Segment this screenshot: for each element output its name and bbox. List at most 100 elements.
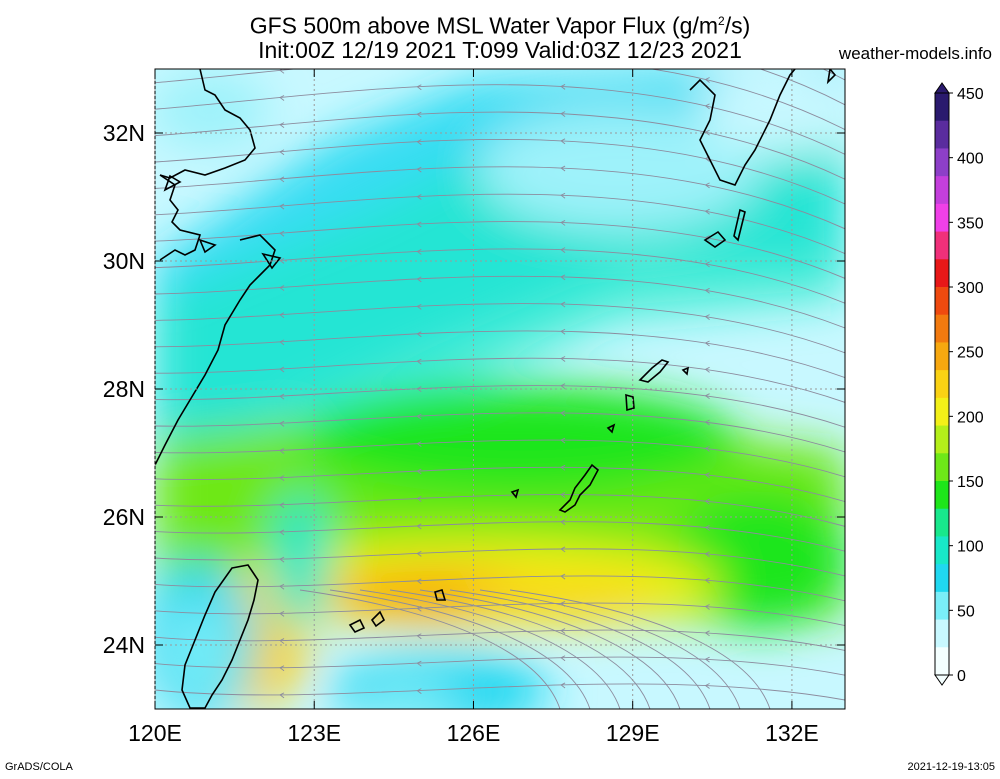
streamline-arrow — [560, 328, 566, 335]
streamline-arrow — [416, 441, 422, 447]
colorbar-swatch — [935, 148, 949, 177]
streamline-arrow — [416, 660, 422, 667]
streamline-arrow — [416, 194, 422, 200]
y-tick-label: 28N — [103, 376, 145, 402]
streamline-arrow — [416, 413, 422, 420]
streamline-arrow — [560, 437, 566, 444]
streamline-arrow — [560, 84, 566, 90]
x-axis: 120E 123E 126E 129E 132E — [128, 69, 819, 746]
streamline-arrow — [416, 468, 422, 475]
streamline-arrow — [416, 386, 422, 393]
y-tick-label: 30N — [103, 248, 145, 274]
streamline-arrow — [279, 583, 285, 590]
streamline-arrow — [560, 519, 566, 526]
streamline-arrow — [416, 578, 422, 585]
streamline-arrow — [417, 57, 421, 62]
streamline-arrow — [416, 221, 422, 228]
streamline-arrow — [560, 138, 566, 145]
x-tick-label: 120E — [128, 720, 182, 746]
streamline-arrow — [416, 84, 422, 91]
streamline-arrow — [416, 303, 422, 310]
colorbar-swatch — [935, 259, 949, 288]
streamline-arrow — [704, 445, 710, 452]
colorbar-swatch — [935, 342, 949, 371]
streamline-arrow — [279, 502, 285, 509]
streamline-arrow — [704, 604, 710, 610]
streamline — [155, 111, 845, 180]
streamline-arrow — [704, 129, 710, 136]
y-axis: 24N 26N 28N 30N 32N — [103, 120, 845, 658]
streamline-arrow — [704, 577, 710, 584]
streamline-arrow — [704, 314, 710, 320]
streamline — [155, 330, 845, 379]
streamline-arrow — [560, 356, 566, 362]
streamline-arrow — [279, 230, 285, 237]
streamline-arrow — [279, 203, 285, 210]
colorbar-tick-label: 100 — [957, 539, 984, 556]
streamline-arrow — [416, 688, 422, 694]
streamline — [155, 656, 845, 676]
colorbar-swatch — [935, 425, 949, 454]
streamline — [155, 629, 845, 651]
streamline — [389, 589, 651, 709]
streamline — [155, 275, 845, 329]
streamline-arrow — [279, 420, 285, 427]
streamline — [155, 494, 845, 527]
colorbar-tick-label: 50 — [957, 603, 975, 620]
colorbar-tick-label: 250 — [957, 345, 984, 362]
streamline — [155, 683, 845, 701]
colorbar-swatch — [935, 93, 949, 122]
streamline — [329, 589, 591, 709]
streamline-arrow — [416, 633, 422, 640]
colorbar-swatch — [935, 176, 949, 205]
streamline-arrow — [560, 247, 566, 254]
streamline-arrow — [279, 638, 285, 644]
x-tick-label: 129E — [606, 720, 660, 746]
colorbar-tick-label: 400 — [957, 151, 984, 168]
streamline — [155, 385, 845, 428]
streamline-arrow — [704, 472, 710, 479]
streamline-arrow — [279, 665, 285, 672]
colorbar: 450 400 350 300 250 200 150 100 50 0 — [934, 82, 984, 686]
site-name: weather-models.info — [838, 44, 992, 63]
streamline-arrow — [279, 95, 285, 101]
colorbar-swatch — [935, 647, 949, 676]
coastlines — [155, 69, 837, 709]
streamline-arrow — [704, 630, 710, 637]
streamline-arrow — [279, 529, 285, 536]
colorbar-swatch — [935, 397, 949, 427]
colorbar-top-arrow — [934, 82, 950, 94]
streamline-arrow — [279, 149, 285, 156]
streamline-arrow — [279, 312, 285, 319]
streamline-arrow — [561, 57, 565, 62]
streamline-arrow — [560, 410, 566, 417]
streamline — [419, 589, 681, 709]
streamline-arrow — [279, 176, 285, 183]
streamline-arrow — [417, 2, 421, 7]
streamline — [299, 589, 561, 709]
x-tick-label: 123E — [287, 720, 341, 746]
streamline — [449, 589, 711, 709]
streamline-arrow — [279, 475, 285, 481]
streamline-arrow — [560, 655, 566, 662]
streamline — [155, 193, 845, 255]
streamline-arrow — [416, 139, 422, 146]
colorbar-swatch — [935, 591, 949, 621]
streamline — [155, 602, 845, 627]
streamline-arrow — [279, 122, 285, 128]
streamline — [509, 589, 771, 709]
streamline-arrow — [279, 285, 285, 291]
streamline-arrow — [560, 573, 566, 580]
flux-field — [155, 2, 845, 709]
footer-timestamp: 2021-12-19-13:05 — [907, 761, 995, 773]
streamline-arrow — [706, 51, 710, 56]
streamline-arrow — [416, 166, 422, 173]
colorbar-swatch — [935, 287, 949, 316]
streamline-arrow — [560, 274, 566, 281]
colorbar-swatch — [935, 314, 949, 343]
streamline-arrow — [416, 523, 422, 530]
streamline-arrow — [417, 30, 421, 35]
streamline-arrow — [560, 546, 566, 553]
colorbar-swatch — [935, 370, 949, 399]
streamline-arrow — [560, 682, 566, 689]
